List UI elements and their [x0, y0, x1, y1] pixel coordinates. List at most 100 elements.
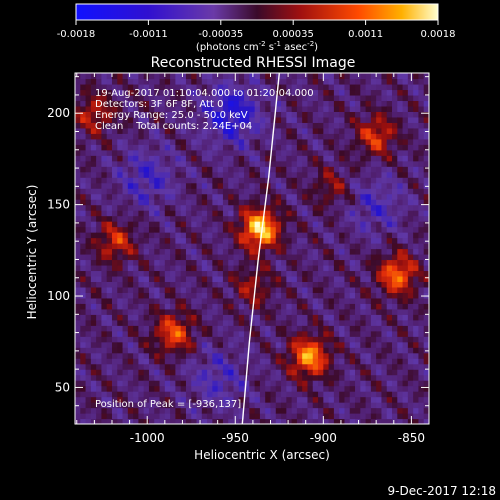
heatmap-cell [228, 127, 235, 134]
heatmap-cell [212, 100, 219, 107]
heatmap-cell [228, 237, 235, 244]
heatmap-cell [360, 221, 367, 228]
heatmap-cell [222, 199, 229, 206]
heatmap-cell [233, 138, 240, 145]
heatmap-cell [244, 83, 250, 91]
heatmap-cell [154, 259, 161, 266]
heatmap-cell [154, 171, 161, 178]
heatmap-cell [96, 292, 103, 299]
heatmap-cell [344, 138, 351, 145]
heatmap-cell [423, 232, 429, 239]
heatmap-cell [154, 352, 161, 359]
heatmap-cell [291, 275, 298, 282]
heatmap-cell [413, 204, 420, 211]
heatmap-cell [286, 396, 293, 403]
heatmap-cell [127, 396, 134, 403]
heatmap-cell [101, 292, 108, 299]
heatmap-cell [376, 111, 383, 118]
heatmap-cell [233, 330, 240, 337]
heatmap-cell [307, 363, 314, 370]
heatmap-cell [111, 413, 118, 420]
heatmap-cell [85, 199, 92, 206]
heatmap-cell [296, 73, 303, 80]
heatmap-cell [207, 286, 213, 293]
heatmap-cell [249, 89, 256, 96]
heatmap-cell [75, 319, 81, 326]
heatmap-cell [101, 105, 108, 112]
heatmap-cell [418, 204, 425, 211]
heatmap-cell [302, 155, 309, 162]
heatmap-cell [217, 391, 224, 398]
heatmap-cell [133, 314, 139, 321]
heatmap-cell [196, 155, 203, 162]
heatmap-cell [291, 166, 298, 173]
heatmap-cell [117, 292, 124, 299]
heatmap-cell [423, 286, 429, 293]
heatmap-cell [175, 100, 182, 107]
heatmap-cell [185, 418, 192, 424]
heatmap-cell [170, 352, 176, 359]
heatmap-cell [133, 122, 139, 129]
heatmap-cell [286, 83, 293, 91]
colorbar-tick-label: -0.0011 [129, 29, 168, 40]
heatmap-cell [397, 166, 404, 173]
heatmap-cell [397, 292, 404, 299]
heatmap-cell [154, 188, 161, 195]
heatmap-cell [159, 171, 166, 178]
heatmap-cell [117, 182, 124, 189]
heatmap-cell [238, 73, 245, 80]
heatmap-cell [270, 78, 277, 85]
heatmap-cell [296, 253, 303, 261]
heatmap-cell [249, 83, 256, 91]
heatmap-cell [207, 385, 213, 392]
heatmap-cell [360, 402, 367, 409]
heatmap-cell [75, 275, 81, 282]
heatmap-cell [402, 226, 409, 233]
heatmap-cell [75, 144, 81, 151]
heatmap-cell [75, 149, 81, 156]
heatmap-cell [111, 160, 118, 167]
heatmap-cell [328, 122, 335, 129]
heatmap-cell [302, 182, 309, 189]
heatmap-cell [323, 100, 330, 107]
heatmap-cell [122, 358, 129, 365]
heatmap-cell [170, 407, 176, 414]
heatmap-cell [318, 358, 324, 365]
heatmap-cell [207, 402, 213, 409]
heatmap-cell [270, 226, 277, 233]
heatmap-cell [397, 237, 404, 244]
heatmap-cell [365, 144, 372, 151]
heatmap-cell [154, 314, 161, 321]
heatmap-cell [228, 144, 235, 151]
heatmap-cell [143, 138, 150, 145]
heatmap-cell [265, 149, 272, 156]
heatmap-cell [286, 380, 293, 387]
heatmap-cell [312, 177, 319, 184]
heatmap-cell [170, 199, 176, 206]
heatmap-cell [333, 155, 340, 162]
heatmap-cell [238, 347, 245, 354]
heatmap-cell [90, 182, 97, 189]
heatmap-cell [85, 204, 92, 211]
heatmap-cell [180, 116, 187, 123]
heatmap-cell [349, 144, 356, 151]
heatmap-cell [185, 259, 192, 266]
heatmap-cell [291, 94, 298, 102]
heatmap-cell [254, 275, 261, 282]
heatmap-cell [323, 303, 330, 310]
heatmap-cell [265, 363, 272, 370]
plot-title: Reconstructed RHESSI Image [151, 55, 356, 71]
heatmap-cell [138, 352, 145, 359]
heatmap-cell [164, 210, 171, 217]
heatmap-cell [196, 303, 203, 310]
heatmap-cell [407, 204, 414, 211]
heatmap-cell [402, 385, 409, 392]
heatmap-cell [138, 83, 145, 91]
heatmap-cell [333, 221, 340, 228]
heatmap-cell [117, 83, 124, 91]
heatmap-cell [339, 138, 346, 145]
heatmap-cell [212, 270, 219, 277]
heatmap-cell [217, 270, 224, 277]
heatmap-cell [175, 177, 182, 184]
heatmap-cell [164, 166, 171, 173]
